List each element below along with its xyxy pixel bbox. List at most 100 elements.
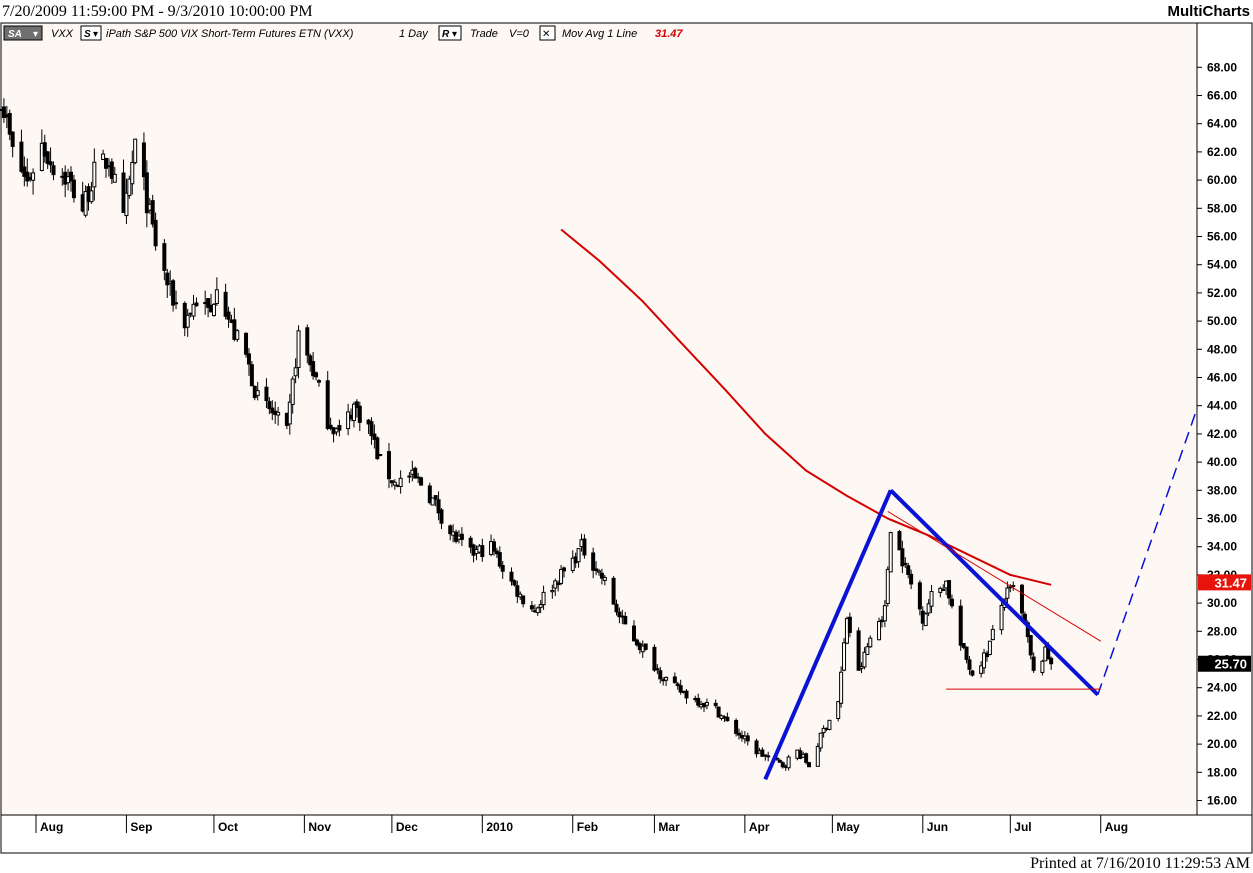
candle-body xyxy=(675,683,680,687)
drawing-tools-layer xyxy=(763,408,1198,781)
legend-indicator: Mov Avg 1 Line xyxy=(562,28,637,40)
candle-body xyxy=(882,605,887,622)
candle-body xyxy=(597,570,601,573)
price-axis-panel[interactable] xyxy=(1196,22,1253,816)
candle-body xyxy=(599,572,604,579)
candle-body xyxy=(623,615,628,625)
candle-body xyxy=(868,637,873,648)
printed-timestamp: Printed at 7/16/2010 11:29:53 AM xyxy=(1030,855,1250,872)
r-button[interactable] xyxy=(438,25,462,41)
s-dropdown-icon: ▾ xyxy=(93,29,98,40)
candle-body xyxy=(214,289,219,304)
price-badges: 31.47 25.70 xyxy=(1198,574,1251,672)
candle-body xyxy=(900,548,905,567)
candle-body xyxy=(780,762,785,768)
candle-body xyxy=(818,732,823,749)
candle-body xyxy=(987,640,992,655)
trendline xyxy=(763,489,893,781)
candle-body xyxy=(255,390,260,396)
candle-body xyxy=(246,353,251,365)
candle-body xyxy=(1028,635,1033,656)
y-tick-label: 66.00 xyxy=(1207,89,1237,103)
candle-body xyxy=(652,646,657,671)
candle-body xyxy=(223,291,228,317)
candle-body xyxy=(328,424,333,430)
candle-body xyxy=(407,475,412,478)
x-tick-label: Aug xyxy=(40,820,63,834)
y-tick-label: 30.00 xyxy=(1207,596,1237,610)
candle-body xyxy=(947,580,952,599)
candle-body xyxy=(311,361,316,377)
candle-body xyxy=(296,330,301,368)
candle-body xyxy=(1005,587,1010,599)
candle-body xyxy=(632,625,637,642)
candle-body xyxy=(655,668,660,671)
legend-trade: Trade xyxy=(470,28,498,40)
candle-body xyxy=(725,716,730,722)
candle-body xyxy=(226,311,231,320)
r-label: R xyxy=(442,29,450,40)
candle-body xyxy=(372,433,377,440)
close-icon: ✕ xyxy=(542,29,550,40)
candle-body xyxy=(804,753,809,763)
moving-average-line xyxy=(560,228,1052,586)
candle-body xyxy=(104,157,109,169)
candle-body xyxy=(561,567,566,572)
candle-body xyxy=(430,497,435,506)
price-series xyxy=(0,94,1054,771)
candle-body xyxy=(290,378,295,405)
last-price-badge-bg xyxy=(1198,655,1251,672)
candle-body xyxy=(500,564,505,572)
brand-label: MultiCharts xyxy=(1168,3,1251,20)
candle-body xyxy=(439,509,444,524)
candle-body xyxy=(917,582,922,610)
candle-body xyxy=(386,451,391,480)
sa-button[interactable] xyxy=(3,25,43,41)
plot-area[interactable] xyxy=(0,22,1198,816)
candle-body xyxy=(903,562,908,565)
candle-body xyxy=(815,745,820,767)
candle-body xyxy=(287,401,292,425)
time-axis-panel[interactable] xyxy=(0,814,1253,854)
candle-body xyxy=(112,173,117,183)
candle-body xyxy=(614,603,619,613)
candle-body xyxy=(961,642,966,648)
candle-body xyxy=(847,616,852,633)
candle-body xyxy=(39,142,44,171)
candle-body xyxy=(643,643,648,650)
candle-body xyxy=(351,403,356,422)
candle-body xyxy=(897,531,902,551)
candle-body xyxy=(1019,584,1024,614)
remove-indicator-button[interactable] xyxy=(539,25,556,41)
candle-body xyxy=(964,646,969,660)
price-axis: 16.0018.0020.0022.0024.0026.0028.0030.00… xyxy=(1197,60,1237,808)
candle-body xyxy=(211,303,216,317)
candle-body xyxy=(576,548,581,563)
y-tick-label: 40.00 xyxy=(1207,455,1237,469)
candle-body xyxy=(419,477,424,486)
y-tick-label: 24.00 xyxy=(1207,681,1237,695)
candle-body xyxy=(862,651,867,668)
ma-value-badge: 31.47 xyxy=(1214,575,1247,590)
candle-body xyxy=(244,332,249,355)
x-tick-label: Dec xyxy=(396,820,418,834)
candle-body xyxy=(270,407,275,414)
candle-body xyxy=(436,499,441,514)
candle-body xyxy=(582,538,587,556)
s-button[interactable] xyxy=(80,25,102,41)
candle-body xyxy=(45,151,50,164)
candle-body xyxy=(888,532,893,573)
candle-body xyxy=(786,756,791,769)
candle-body xyxy=(999,604,1004,631)
candle-body xyxy=(354,401,359,409)
candle-body xyxy=(836,701,841,719)
candle-body xyxy=(923,613,928,627)
candle-body xyxy=(967,659,972,670)
y-tick-label: 52.00 xyxy=(1207,286,1237,300)
candle-body xyxy=(392,481,397,486)
trendline xyxy=(887,511,1101,642)
legend-interval: 1 Day xyxy=(399,28,429,40)
candle-body xyxy=(153,219,158,247)
candle-body xyxy=(754,740,759,755)
y-tick-label: 34.00 xyxy=(1207,540,1237,554)
